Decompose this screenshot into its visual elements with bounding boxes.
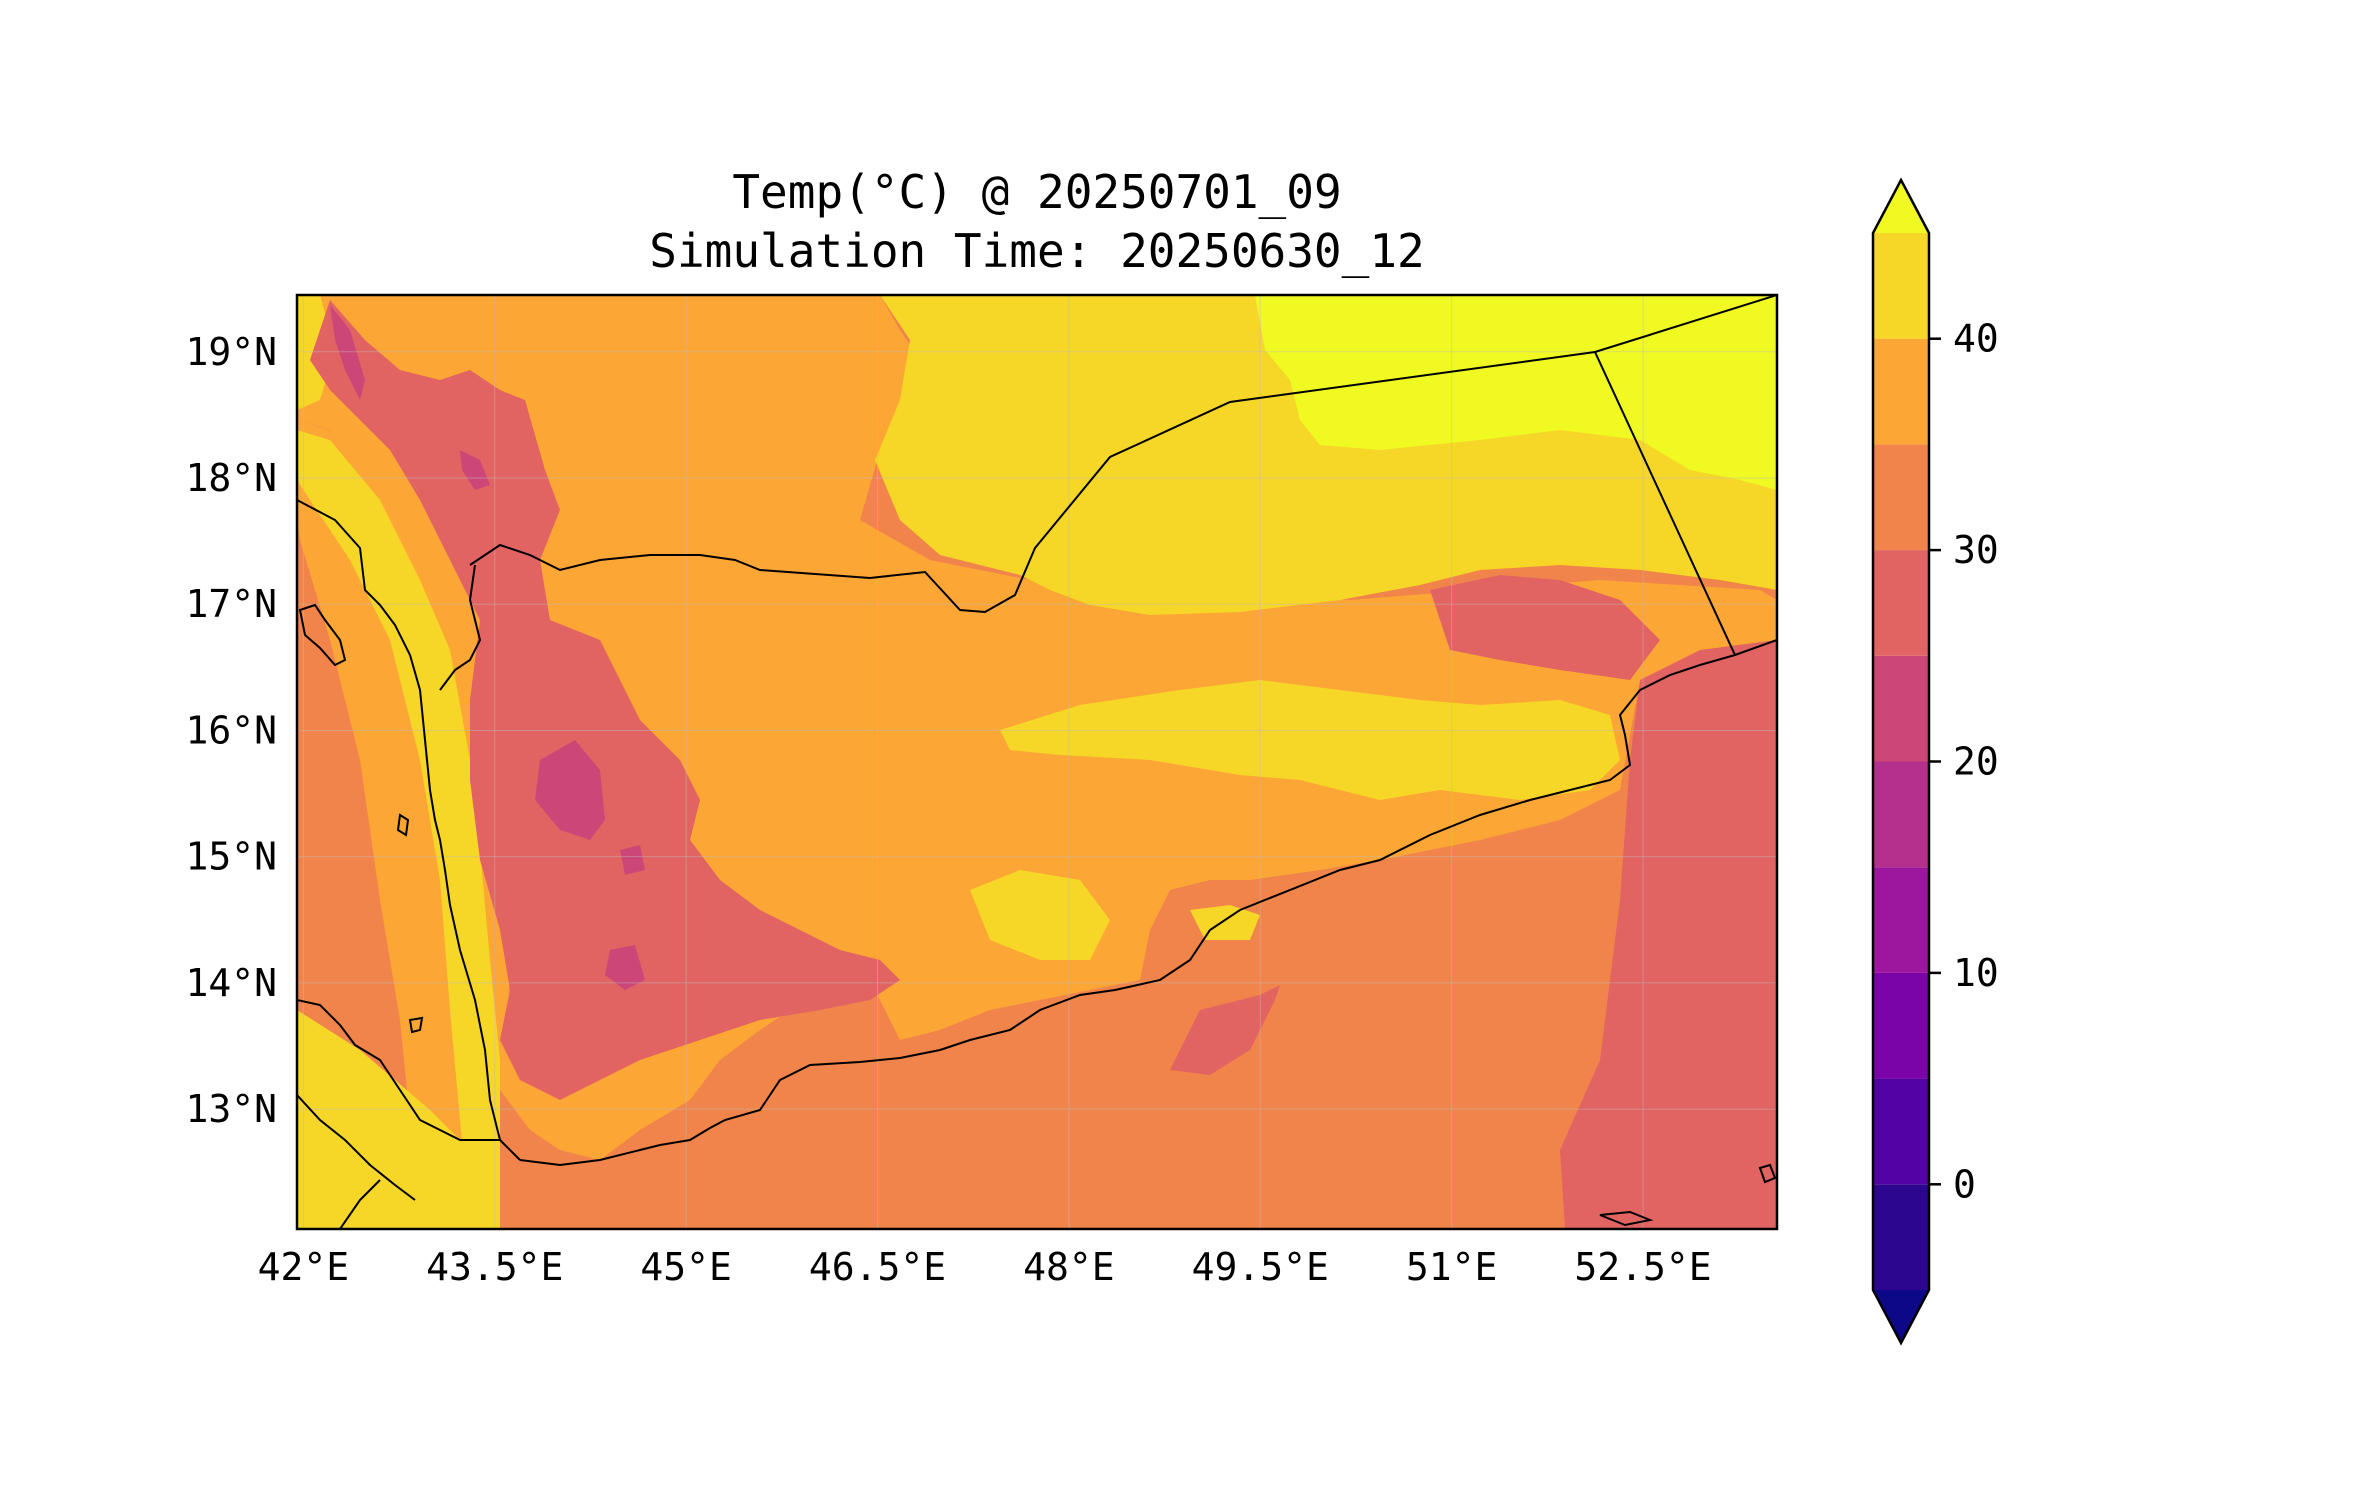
gridlines — [297, 295, 1777, 1229]
coast-saudi-coast — [439, 564, 482, 691]
island-hanish — [408, 1016, 424, 1034]
colorbar-band-30-35 — [1873, 444, 1929, 551]
coast-gulf-of-aden — [519, 639, 1777, 1167]
contour-40-45-coast-patch — [1190, 905, 1260, 940]
colorbar-tick-label-4: 40 — [1953, 317, 1999, 361]
contour-20-25-dhamar — [605, 945, 645, 990]
colorbar-band-35-40 — [1873, 338, 1929, 445]
contour-25-30-east-upland — [1430, 575, 1660, 680]
colorbar-band-0-5 — [1873, 1078, 1929, 1185]
lon-tick-label-1: 43.5°E — [426, 1245, 563, 1289]
borders-coastlines — [297, 295, 1777, 1229]
contour-40-45-wadi — [1000, 680, 1620, 800]
lon-tick-label-6: 51°E — [1406, 1245, 1498, 1289]
border-eritrea-djibouti — [339, 1179, 381, 1229]
lat-tick-label-0: 19°N — [185, 330, 277, 374]
contour-20-25-saada — [460, 450, 490, 490]
lon-tick-label-5: 49.5°E — [1192, 1245, 1329, 1289]
contour-above-45-north — [1255, 295, 1777, 490]
lat-tick-label-3: 16°N — [185, 708, 277, 752]
island-kamaran — [396, 813, 410, 837]
contour-20-25-north — [330, 305, 365, 400]
lat-axis: 19°N 18°N 17°N 16°N 15°N 14°N 13°N — [185, 330, 277, 1131]
colorbar-band-15-20 — [1873, 761, 1929, 868]
colorbar-extend-above — [1873, 180, 1929, 233]
lon-tick-label-2: 45°E — [640, 1245, 732, 1289]
lon-tick-label-3: 46.5°E — [809, 1245, 946, 1289]
contour-25-30-gulf — [1170, 985, 1280, 1075]
lon-tick-label-4: 48°E — [1023, 1245, 1115, 1289]
island-abd-al-kuri — [1758, 1163, 1777, 1184]
lon-axis: 42°E 43.5°E 45°E 46.5°E 48°E 49.5°E 51°E 52.5°E — [258, 1245, 1712, 1289]
colorbar-band-5-10 — [1873, 972, 1929, 1079]
contour-25-30-east-sea — [1560, 600, 1777, 1229]
contour-20-25-sanaa — [535, 740, 605, 840]
contour-25-30-highlands — [310, 300, 900, 1100]
colorbar-tick-label-0: 0 — [1953, 1162, 1976, 1206]
colorbar-band-20-25 — [1873, 655, 1929, 762]
colorbar: 0 10 20 30 40 — [1871, 177, 1999, 1346]
lat-tick-label-5: 14°N — [185, 961, 277, 1005]
map-title-line2: Simulation Time: 20250630_12 — [649, 224, 1424, 278]
map-title-line1: Temp(°C) @ 20250701_09 — [732, 165, 1341, 219]
lat-tick-label-1: 18°N — [185, 456, 277, 500]
lat-tick-label-6: 13°N — [185, 1087, 277, 1131]
lon-tick-label-0: 42°E — [258, 1245, 350, 1289]
colorbar-tick-label-2: 20 — [1953, 740, 1999, 784]
island-socotra — [1599, 1210, 1654, 1227]
border-yemen-oman — [1594, 351, 1736, 656]
colorbar-extend-below — [1873, 1290, 1929, 1343]
island-farasan — [298, 603, 347, 667]
colorbar-band-40-45 — [1873, 233, 1929, 339]
colorbar-band-10-15 — [1873, 867, 1929, 973]
contour-40-45-sw-corner — [297, 1010, 490, 1229]
coast-red-sea — [297, 499, 521, 1161]
coast-horn-africa-1 — [297, 999, 500, 1141]
colorbar-tick-label-1: 10 — [1953, 951, 1999, 995]
colorbar-band-25-30 — [1873, 550, 1929, 656]
lat-tick-label-2: 17°N — [185, 582, 277, 626]
map-panel — [297, 295, 1777, 1229]
colorbar-outline — [1871, 177, 1931, 1346]
coast-horn-africa-2 — [297, 1094, 416, 1201]
colorbar-tick-label-3: 30 — [1953, 528, 1999, 572]
lat-tick-label-4: 15°N — [185, 835, 277, 879]
colorbar-band--5-0 — [1873, 1184, 1929, 1290]
contour-20-25-ibb — [620, 845, 645, 875]
border-yemen-saudi — [469, 295, 1777, 614]
contour-40-45-marib — [970, 870, 1110, 960]
lon-tick-label-7: 52.5°E — [1574, 1245, 1711, 1289]
map-frame — [295, 293, 1779, 1231]
